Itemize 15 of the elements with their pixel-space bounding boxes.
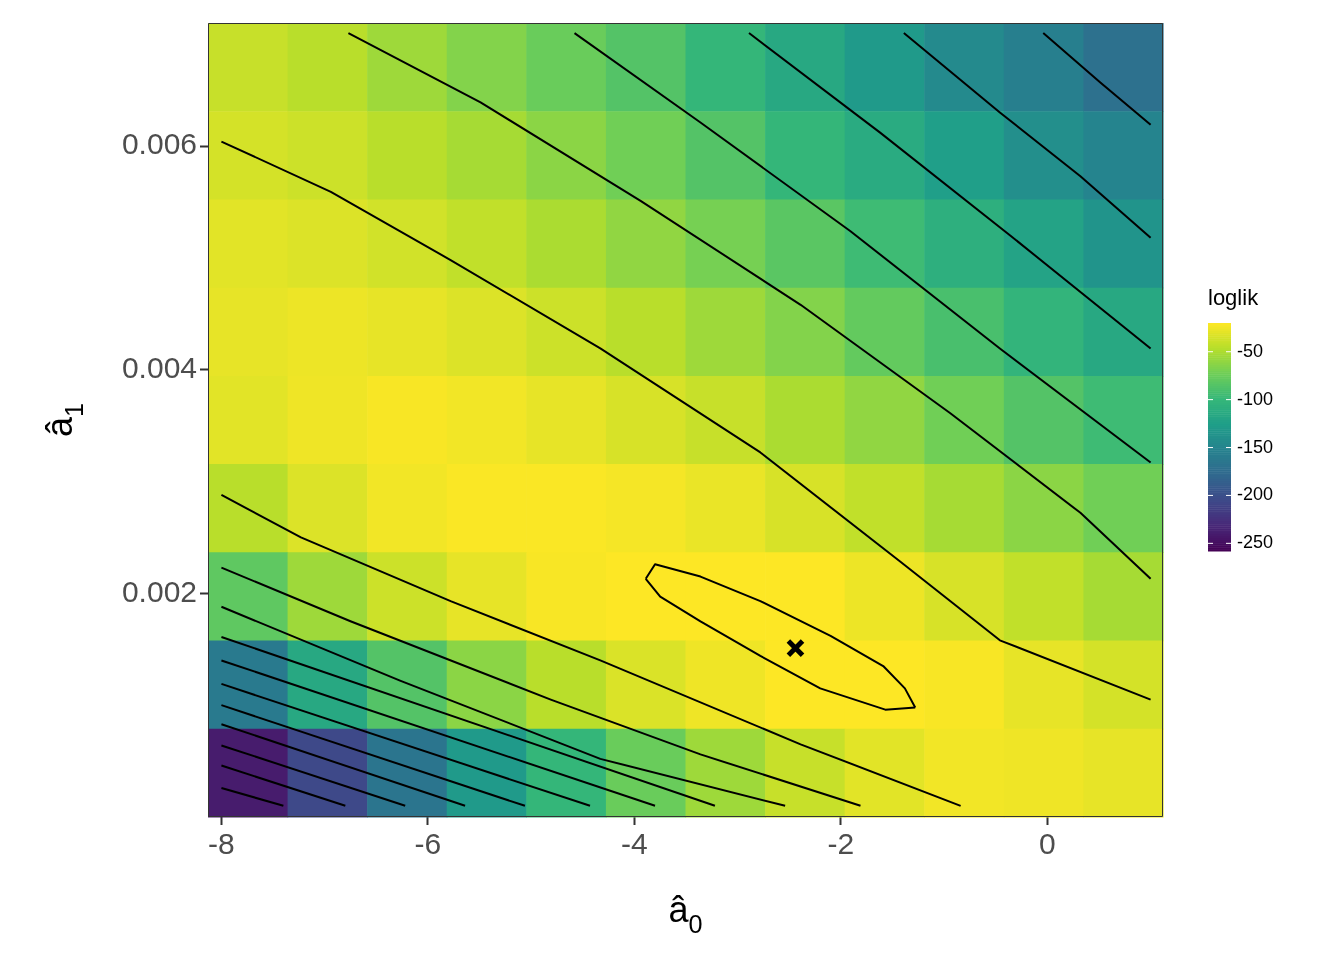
color-bar-label: -50 — [1237, 340, 1264, 361]
color-bar-label: -250 — [1237, 532, 1274, 553]
y-axis-title: â1 — [39, 402, 88, 438]
color-bar-title: loglik — [1208, 285, 1260, 310]
x-tick-label: -6 — [414, 827, 442, 861]
x-tick-label: 0 — [1039, 827, 1056, 861]
y-tick-label: 0.004 — [121, 350, 197, 384]
x-tick-label: -2 — [827, 827, 855, 861]
x-tick-label: -8 — [208, 827, 235, 861]
color-bar-label: -100 — [1237, 388, 1274, 409]
y-tick-label: 0.006 — [121, 127, 197, 161]
color-bar-label: -150 — [1237, 436, 1274, 457]
color-bar-label: -200 — [1237, 484, 1274, 505]
y-tick-label: 0.002 — [121, 574, 197, 608]
x-tick-label: -4 — [621, 827, 648, 861]
